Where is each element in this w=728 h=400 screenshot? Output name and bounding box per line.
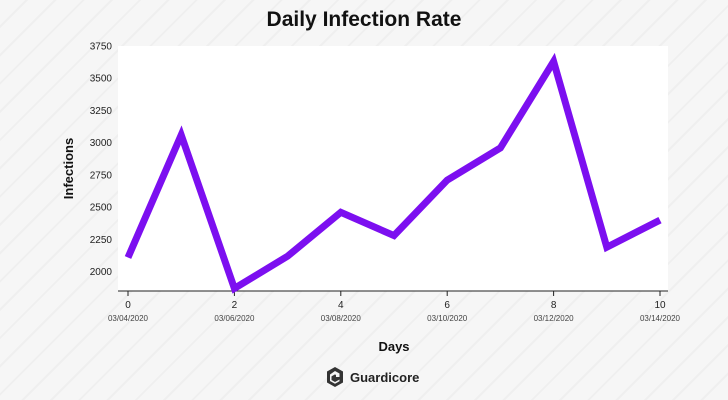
x-axis-label: Days: [378, 339, 409, 354]
x-tick-label: 0: [125, 300, 131, 311]
x-tick-date-label: 03/04/2020: [108, 314, 149, 323]
y-tick-label: 3250: [90, 106, 113, 117]
x-tick-date-label: 03/06/2020: [214, 314, 255, 323]
x-tick-date-label: 03/14/2020: [640, 314, 681, 323]
y-tick-label: 2500: [90, 203, 113, 214]
x-tick-label: 6: [444, 300, 450, 311]
y-axis-label: Infections: [61, 138, 76, 199]
series-layer: [124, 52, 662, 294]
y-tick-label: 2250: [90, 235, 113, 246]
y-tick-label: 3500: [90, 74, 113, 85]
series-line: [124, 52, 662, 294]
x-tick-label: 8: [551, 300, 557, 311]
brand-name: Guardicore: [350, 369, 420, 385]
x-tick-label: 4: [338, 300, 344, 311]
x-tick-label: 2: [232, 300, 238, 311]
x-tick-label: 10: [654, 300, 666, 311]
x-tick-date-label: 03/08/2020: [321, 314, 362, 323]
brand-logo: Guardicore: [326, 366, 419, 388]
y-tick-label: 3750: [90, 42, 113, 53]
tick-labels: 2000 2250 2500 2750 3000 3250 3500 3750 0 03/04/2…: [90, 42, 681, 324]
y-tick-label: 3000: [90, 138, 113, 149]
guardicore-logo-icon: [327, 367, 343, 387]
chart-title: Daily Infection Rate: [266, 8, 462, 31]
plot-area: [118, 46, 668, 291]
x-tick-date-label: 03/10/2020: [427, 314, 468, 323]
y-tick-label: 2750: [90, 170, 113, 181]
y-tick-label: 2000: [90, 267, 113, 278]
x-tick-date-label: 03/12/2020: [534, 314, 575, 323]
